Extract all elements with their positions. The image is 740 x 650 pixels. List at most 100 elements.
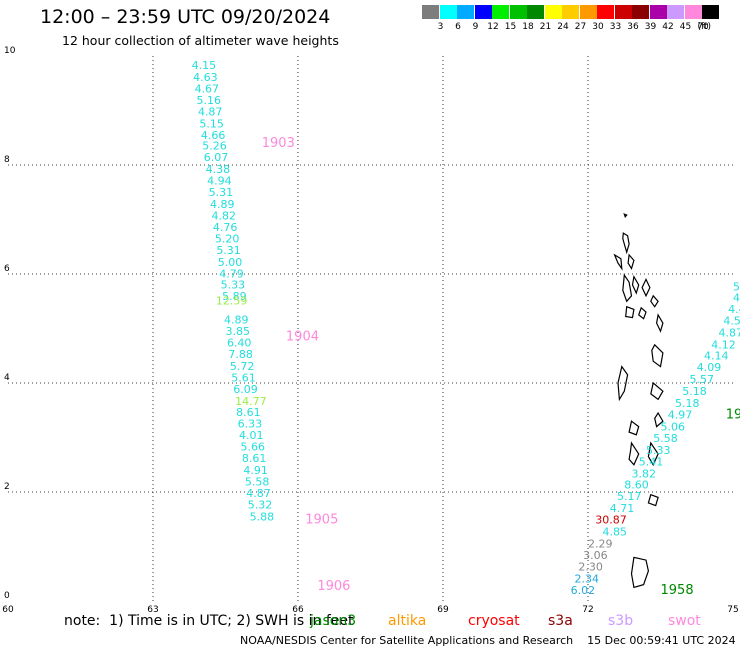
atoll-outline xyxy=(627,253,635,271)
atoll-outline xyxy=(641,278,651,298)
wave-height-label: 4.85 xyxy=(603,526,628,539)
wave-height-label: 4.71 xyxy=(610,502,635,515)
legend-label: 24 xyxy=(557,22,569,32)
atoll-outline xyxy=(613,253,623,271)
lat-tick-label: 0 xyxy=(4,591,10,601)
atoll-outline xyxy=(625,305,635,319)
wave-height-label: 3.06 xyxy=(583,549,608,562)
legend-label: 39 xyxy=(644,22,657,32)
wave-height-label: 5.06 xyxy=(661,420,686,433)
atoll-outline xyxy=(650,381,664,401)
satellite-s3b: s3b xyxy=(608,613,634,629)
lon-tick-label: 63 xyxy=(147,605,158,615)
legend-swatch xyxy=(632,5,649,19)
wave-height-label: 4.67 xyxy=(195,83,220,96)
wave-height-label: 4.89 xyxy=(224,314,249,327)
wave-height-label: 8.61 xyxy=(236,406,261,419)
wave-height-label: 2.30 xyxy=(578,560,603,573)
legend-label: 12 xyxy=(487,22,499,32)
wave-height-label: 6.09 xyxy=(233,383,258,396)
orbit-label: 1958 xyxy=(661,583,694,598)
wave-height-label: 4.66 xyxy=(201,129,226,142)
lon-tick-label: 69 xyxy=(437,605,449,615)
wave-height-label: 4.12 xyxy=(711,339,736,352)
legend-swatch xyxy=(439,5,457,19)
wave-height-label: 5.15 xyxy=(199,117,224,130)
wave-height-label: 2.29 xyxy=(588,538,613,551)
legend-label: 15 xyxy=(504,22,517,32)
legend-swatch xyxy=(527,5,544,19)
legend-swatch xyxy=(509,5,527,19)
wave-height-label: 6.07 xyxy=(204,151,229,164)
legend-swatch xyxy=(667,5,684,19)
legend-label: 36 xyxy=(627,22,639,32)
legend-label: 70 xyxy=(697,22,709,32)
atoll-outline xyxy=(623,213,628,218)
wave-height-label: 5.32 xyxy=(248,498,273,511)
atoll-outline xyxy=(622,273,633,303)
wave-height-label: 4.14 xyxy=(704,350,729,363)
map-title: 12:00 – 23:59 UTC 09/20/2024 xyxy=(40,6,331,28)
atoll-outline xyxy=(650,294,659,308)
wave-height-label: 6.40 xyxy=(227,336,252,349)
satellite-cryosat: cryosat xyxy=(468,613,520,629)
wave-height-label: 5.72 xyxy=(230,360,255,373)
atoll-outline xyxy=(631,274,640,295)
legend-label: 42 xyxy=(662,22,674,32)
wave-height-label: 5.26 xyxy=(202,140,227,153)
atoll-outline xyxy=(622,232,630,255)
wave-height-label: 4.82 xyxy=(211,210,236,223)
credit-line: NOAA/NESDIS Center for Satellite Applica… xyxy=(240,634,736,647)
legend-swatch xyxy=(579,5,597,19)
wave-height-label: 4.01 xyxy=(239,429,263,442)
atoll-outline xyxy=(651,343,664,368)
wave-height-label: 14.77 xyxy=(235,395,267,408)
legend-label: 30 xyxy=(592,22,604,32)
atoll-outline xyxy=(654,411,664,428)
satellite-jason3: jason3 xyxy=(310,613,357,629)
wave-height-label: 8.61 xyxy=(242,452,267,465)
legend-swatch xyxy=(702,5,719,19)
legend-label: 21 xyxy=(539,22,552,32)
wave-height-label: 5.20 xyxy=(215,232,240,245)
satellite-altika: altika xyxy=(388,613,427,629)
wave-height-label: 4.4 xyxy=(728,303,740,316)
wave-height-label: 5.57 xyxy=(690,373,715,386)
lon-tick-label: 60 xyxy=(2,605,14,615)
legend-swatch xyxy=(492,5,509,19)
wave-height-label: 5.41 xyxy=(639,455,664,468)
wave-height-label: 6.02 xyxy=(571,584,596,597)
legend-label: 9 xyxy=(472,22,479,32)
atoll-outline xyxy=(655,313,664,333)
wave-height-label: 4.15 xyxy=(192,59,217,72)
atoll-outline xyxy=(630,556,650,589)
orbit-label: 1905 xyxy=(305,513,338,528)
orbit-label: 1906 xyxy=(317,579,350,594)
atoll-outline xyxy=(628,420,640,436)
wave-height-label: 5.33 xyxy=(646,444,671,457)
atoll-outline xyxy=(637,306,647,320)
lon-tick-label: 72 xyxy=(582,605,593,615)
wave-height-label: 3.85 xyxy=(226,325,251,338)
wave-height-label: 5.18 xyxy=(675,397,700,410)
orbit-label: 1904 xyxy=(286,329,319,344)
wave-height-label: 4.87 xyxy=(198,105,223,118)
legend-label: 33 xyxy=(609,22,622,32)
wave-height-label: 12.59 xyxy=(216,295,248,308)
satellite-swot: swot xyxy=(668,613,701,629)
atoll-outline xyxy=(647,493,659,507)
lat-tick-label: 2 xyxy=(4,482,10,492)
wave-height-label: 4.87 xyxy=(719,327,740,340)
atoll-outline xyxy=(617,365,629,402)
wave-height-label: 5.31 xyxy=(216,244,241,257)
footnote: note: 1) Time is in UTC; 2) SWH is in fe… xyxy=(64,613,354,629)
legend-label: 6 xyxy=(455,22,461,32)
wave-height-label: 5.33 xyxy=(221,279,246,292)
wave-height-label: 4.91 xyxy=(243,464,268,477)
legend-swatch xyxy=(649,5,667,19)
wave-height-label: 4. xyxy=(733,291,740,304)
legend-swatch xyxy=(457,5,474,19)
wave-height-label: 3.82 xyxy=(632,467,657,480)
wave-height-label: 4.63 xyxy=(193,71,218,84)
